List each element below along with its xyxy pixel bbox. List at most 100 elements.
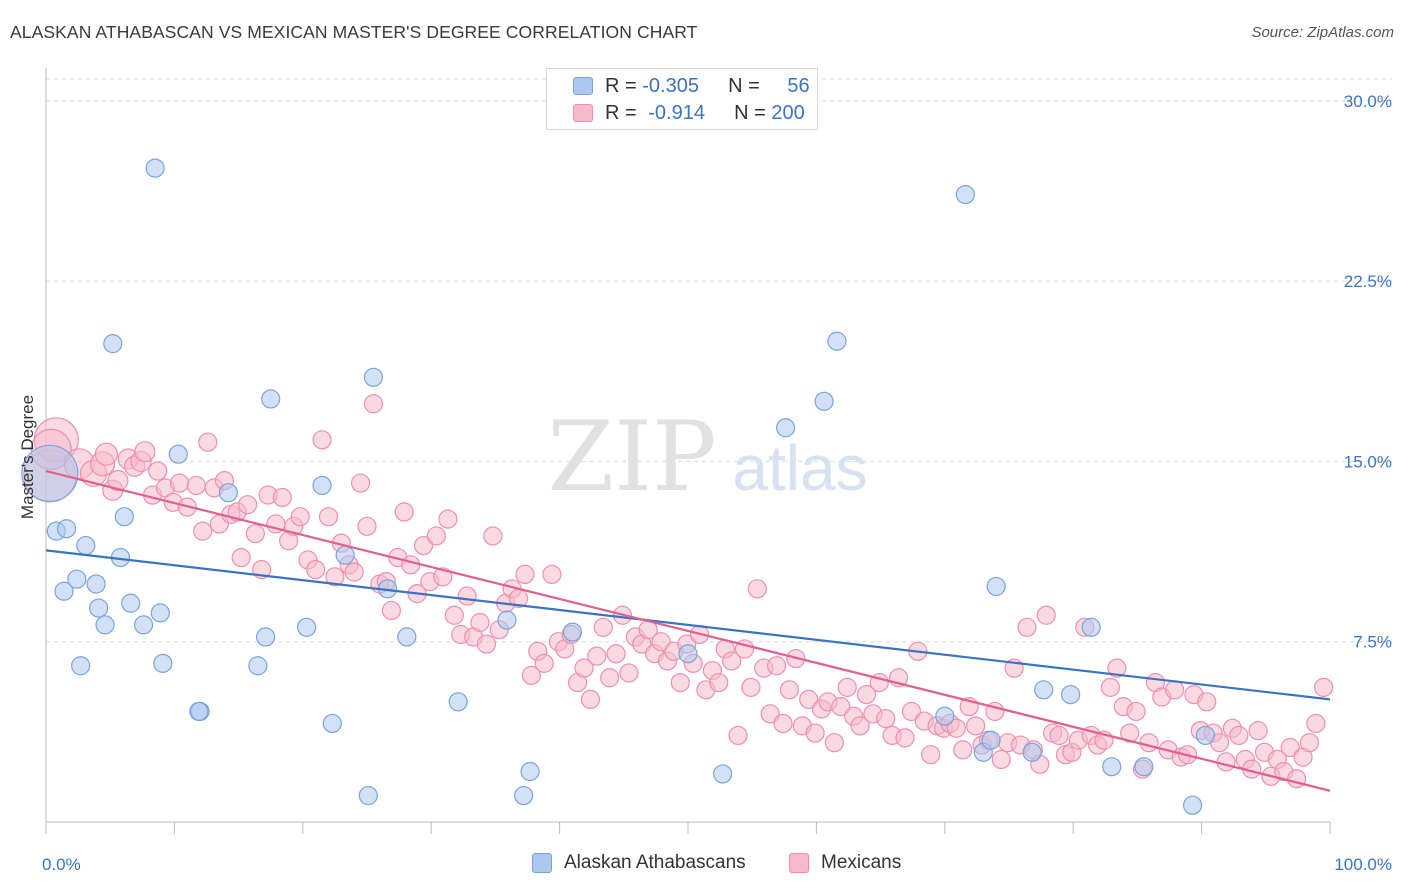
mexicans-point: [148, 461, 168, 481]
n-value: 56: [787, 74, 810, 97]
mexicans-point: [805, 723, 825, 743]
alaskan-athabascans-point: [1081, 617, 1101, 637]
alaskan-athabascans-point: [775, 418, 796, 438]
mexicans-point: [515, 564, 535, 585]
r-label: R =: [605, 101, 643, 124]
mexicans-point: [1216, 752, 1236, 772]
alaskan-athabascans-point: [56, 519, 77, 539]
mexicans-point: [670, 672, 690, 693]
mexicans-point: [773, 713, 793, 734]
mexicans-point: [574, 658, 594, 678]
alaskan-athabascans-point: [86, 574, 106, 594]
mexicans-point: [318, 507, 339, 527]
source-label: Source: ZipAtlas.com: [1251, 24, 1394, 41]
mexicans-point: [470, 612, 490, 633]
alaskan-athabascans-point: [71, 656, 91, 676]
mexicans-point: [476, 634, 497, 654]
mexicans-point: [766, 656, 787, 676]
alaskan-athabascans-point: [248, 656, 268, 676]
mexicans-point: [107, 470, 129, 492]
stats-text: R = -0.305 N = 56: [605, 75, 810, 98]
mexicans-point: [1139, 733, 1159, 753]
mexicans-point: [760, 704, 780, 724]
mexicans-point: [1126, 701, 1146, 722]
n-label: N =: [728, 74, 766, 97]
mexicans-point: [381, 600, 401, 621]
y-tick-label: 30.0%: [1344, 92, 1392, 111]
n-label: N =: [734, 101, 772, 124]
alaskan-athabascans-point: [76, 535, 96, 556]
mexicans-point: [876, 709, 896, 729]
mexicans-point: [344, 562, 364, 582]
mexicans-point: [837, 677, 857, 697]
mexicans-point: [272, 487, 292, 508]
legend-label: Alaskan Athabascans: [564, 852, 746, 873]
mexicans-point: [401, 555, 421, 575]
alaskan-athabascans-point: [1195, 725, 1216, 746]
mexicans-point: [457, 586, 477, 606]
mexicans-point: [483, 526, 503, 546]
mexicans-point: [722, 651, 742, 671]
mexicans-point: [290, 507, 310, 527]
mexicans-point: [1248, 721, 1268, 741]
blue-swatch: [573, 77, 593, 95]
mexicans-point: [169, 473, 190, 493]
chart-title: ALASKAN ATHABASCAN VS MEXICAN MASTER'S D…: [10, 22, 698, 42]
pink-swatch: [573, 104, 593, 122]
mexicans-point: [357, 516, 377, 536]
alaskan-athabascans-point: [562, 622, 583, 642]
alaskan-athabascans-point: [95, 615, 115, 635]
mexicans-point: [728, 725, 748, 746]
alaskan-athabascans-point: [133, 615, 154, 635]
alaskan-athabascans-point: [21, 444, 79, 503]
legend-item-mexicans: Mexicans: [789, 852, 901, 874]
mexicans-point: [747, 579, 767, 599]
watermark-zip: ZIP: [547, 401, 716, 513]
tick-labels: 7.5% 15.0% 22.5% 30.0% 0.0% 100.0%: [42, 92, 1392, 874]
mexicans-point: [991, 749, 1011, 770]
mexicans-point: [895, 728, 915, 748]
alaskan-athabascans-point: [103, 334, 123, 354]
alaskan-athabascans-point: [54, 581, 74, 601]
mexicans-point: [534, 653, 554, 673]
alaskan-athabascans-point: [713, 764, 733, 784]
mexicans-point: [1165, 680, 1185, 700]
mexicans-point: [799, 689, 819, 710]
alaskan-athabascans-point: [150, 603, 170, 623]
alaskan-athabascans-point: [935, 706, 955, 726]
alaskan-athabascans-point: [1134, 757, 1154, 777]
mexicans-point: [542, 564, 562, 585]
alaskan-athabascans-point: [358, 785, 378, 806]
alaskan-athabascans-point: [145, 158, 165, 178]
mexicans-point: [1299, 733, 1320, 753]
alaskan-athabascans-point: [1022, 742, 1042, 762]
alaskan-athabascans-point: [67, 569, 87, 589]
mexicans-point: [1100, 677, 1121, 697]
y-axis-label: Master's Degree: [18, 395, 37, 519]
mexicans-point: [433, 567, 453, 587]
y-tick-label: 15.0%: [1344, 452, 1392, 471]
alaskan-athabascans-point: [121, 593, 141, 613]
mexicans-point: [606, 644, 626, 664]
alaskan-athabascans-trend-line: [45, 549, 1331, 701]
mexicans-point: [966, 716, 986, 736]
mexicans-point: [94, 442, 118, 466]
alaskan-athabascans-point: [218, 483, 238, 503]
mexicans-point: [231, 547, 251, 568]
mexicans-point: [600, 668, 620, 688]
alaskan-athabascans-point: [827, 331, 847, 351]
alaskan-athabascans-point: [678, 644, 698, 664]
mexicans-point: [1306, 713, 1326, 734]
mexicans-point: [1017, 617, 1037, 637]
legend-item-alaskan-athabascans: Alaskan Athabascans: [532, 852, 746, 874]
alaskan-athabascans-point: [1034, 680, 1054, 700]
y-tick-label: 22.5%: [1344, 272, 1392, 291]
alaskan-athabascans-point: [1183, 795, 1203, 815]
alaskan-athabascans-point: [1102, 757, 1122, 777]
alaskan-athabascans-point: [520, 761, 540, 782]
mexicans-point: [325, 567, 345, 587]
mexicans-point: [824, 733, 844, 753]
alaskan-athabascans-point: [814, 391, 834, 411]
alaskan-athabascans-point: [261, 389, 281, 409]
